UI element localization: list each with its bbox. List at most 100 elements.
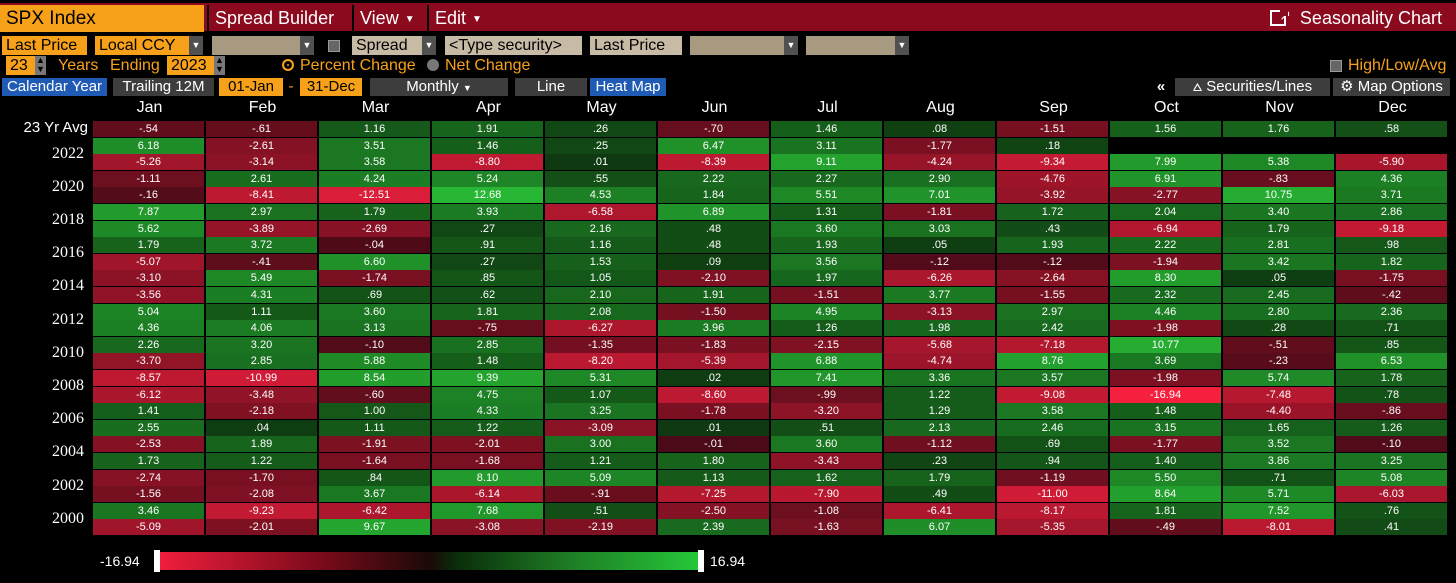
heatmap-cell[interactable]: -1.75: [1336, 270, 1447, 287]
heatmap-cell[interactable]: 10.75: [1223, 187, 1334, 204]
heatmap-cell[interactable]: 2.85: [432, 336, 543, 353]
heatmap-cell[interactable]: 4.33: [432, 403, 543, 420]
heatmap-cell[interactable]: 7.87: [93, 204, 204, 220]
heatmap-cell[interactable]: -8.01: [1223, 519, 1334, 536]
heatmap-cell[interactable]: 3.51: [319, 137, 430, 154]
heatmap-cell[interactable]: 2.36: [1336, 303, 1447, 320]
heatmap-cell[interactable]: 6.47: [658, 137, 769, 154]
heatmap-cell[interactable]: 1.79: [93, 237, 204, 254]
heatmap-cell[interactable]: -.75: [432, 320, 543, 337]
heatmap-cell[interactable]: 5.88: [319, 353, 430, 370]
tab-calendar-year[interactable]: Calendar Year: [2, 78, 107, 96]
heatmap-cell[interactable]: -.41: [206, 253, 317, 270]
heatmap-cell[interactable]: -9.08: [997, 386, 1108, 403]
heatmap-cell[interactable]: 7.41: [771, 370, 882, 386]
heatmap-cell[interactable]: -1.19: [997, 469, 1108, 486]
heatmap-cell[interactable]: 2.46: [997, 419, 1108, 436]
heatmap-cell[interactable]: 3.25: [1336, 453, 1447, 469]
heatmap-cell[interactable]: 3.77: [884, 287, 995, 303]
heatmap-cell[interactable]: 5.38: [1223, 154, 1334, 171]
heatmap-cell[interactable]: -1.35: [545, 336, 656, 353]
heatmap-cell[interactable]: -2.77: [1110, 187, 1221, 204]
heatmap-cell[interactable]: 2.81: [1223, 237, 1334, 254]
heatmap-cell[interactable]: -1.64: [319, 453, 430, 469]
heatmap-cell[interactable]: -1.91: [319, 436, 430, 453]
heatmap-cell[interactable]: .76: [1336, 502, 1447, 519]
heatmap-cell[interactable]: -1.51: [771, 287, 882, 303]
heatmap-cell[interactable]: 1.93: [771, 237, 882, 254]
heatmap-cell[interactable]: 7.99: [1110, 154, 1221, 171]
heatmap-cell[interactable]: -.01: [658, 436, 769, 453]
heatmap-cell[interactable]: 3.00: [545, 436, 656, 453]
heatmap-cell[interactable]: 6.18: [93, 137, 204, 154]
heatmap-cell[interactable]: 8.64: [1110, 486, 1221, 503]
heatmap-cell[interactable]: 5.74: [1223, 370, 1334, 386]
heatmap-cell[interactable]: 2.86: [1336, 204, 1447, 220]
heatmap-cell[interactable]: -6.27: [545, 320, 656, 337]
heatmap-cell[interactable]: -.70: [658, 121, 769, 137]
heatmap-cell[interactable]: 1.48: [1110, 403, 1221, 420]
heatmap-cell[interactable]: .48: [658, 220, 769, 237]
heatmap-cell[interactable]: -2.53: [93, 436, 204, 453]
heatmap-cell[interactable]: 2.39: [658, 519, 769, 536]
heatmap-cell[interactable]: 2.85: [206, 353, 317, 370]
heatmap-cell[interactable]: -3.43: [771, 453, 882, 469]
heatmap-cell[interactable]: 1.73: [93, 453, 204, 469]
heatmap-cell[interactable]: -1.77: [1110, 436, 1221, 453]
heatmap-cell[interactable]: 3.58: [997, 403, 1108, 420]
heatmap-cell[interactable]: .48: [658, 237, 769, 254]
scale-min-handle[interactable]: [154, 550, 160, 572]
heatmap-cell[interactable]: -3.08: [432, 519, 543, 536]
heatmap-cell[interactable]: 1.46: [771, 121, 882, 137]
heatmap-cell[interactable]: .05: [1223, 270, 1334, 287]
heatmap-cell[interactable]: .28: [1223, 320, 1334, 337]
heatmap-cell[interactable]: -8.17: [997, 502, 1108, 519]
heatmap-cell[interactable]: 3.42: [1223, 253, 1334, 270]
heatmap-cell[interactable]: 1.31: [771, 204, 882, 220]
heatmap-cell[interactable]: 1.21: [545, 453, 656, 469]
heatmap-cell[interactable]: 6.53: [1336, 353, 1447, 370]
heatmap-cell[interactable]: -4.24: [884, 154, 995, 171]
heatmap-cell[interactable]: .27: [432, 220, 543, 237]
heatmap-cell[interactable]: -7.90: [771, 486, 882, 503]
heatmap-cell[interactable]: -1.74: [319, 270, 430, 287]
heatmap-cell[interactable]: 3.40: [1223, 204, 1334, 220]
from-date-input[interactable]: 01-Jan: [219, 78, 283, 96]
heatmap-cell[interactable]: 5.31: [545, 370, 656, 386]
heatmap-cell[interactable]: -.60: [319, 386, 430, 403]
heatmap-cell[interactable]: 1.56: [1110, 121, 1221, 137]
heatmap-cell[interactable]: .02: [658, 370, 769, 386]
heatmap-cell[interactable]: -3.10: [93, 270, 204, 287]
heatmap-cell[interactable]: 2.80: [1223, 303, 1334, 320]
heatmap-cell[interactable]: 2.22: [658, 170, 769, 187]
heatmap-cell[interactable]: 10.77: [1110, 336, 1221, 353]
heatmap-cell[interactable]: 2.90: [884, 170, 995, 187]
stepper-arrows-icon[interactable]: ▲ ▼: [35, 55, 46, 75]
heatmap-cell[interactable]: -2.74: [93, 469, 204, 486]
heatmap-cell[interactable]: 6.07: [884, 519, 995, 536]
heatmap-cell[interactable]: 4.53: [545, 187, 656, 204]
heatmap-cell[interactable]: 3.86: [1223, 453, 1334, 469]
heatmap-cell[interactable]: -.49: [1110, 519, 1221, 536]
heatmap-cell[interactable]: 5.62: [93, 220, 204, 237]
heatmap-cell[interactable]: 1.48: [432, 353, 543, 370]
heatmap-cell[interactable]: 4.46: [1110, 303, 1221, 320]
heatmap-cell[interactable]: 5.51: [771, 187, 882, 204]
heatmap-cell[interactable]: 6.91: [1110, 170, 1221, 187]
heatmap-cell[interactable]: 7.68: [432, 502, 543, 519]
heatmap-cell[interactable]: 2.61: [206, 170, 317, 187]
heatmap-cell[interactable]: 2.97: [997, 303, 1108, 320]
heatmap-cell[interactable]: -8.39: [658, 154, 769, 171]
heatmap-cell[interactable]: -9.18: [1336, 220, 1447, 237]
heatmap-cell[interactable]: 4.24: [319, 170, 430, 187]
heatmap-cell[interactable]: 1.53: [545, 253, 656, 270]
heatmap-cell[interactable]: 5.24: [432, 170, 543, 187]
heatmap-cell[interactable]: 2.16: [545, 220, 656, 237]
heatmap-cell[interactable]: 3.60: [771, 220, 882, 237]
heatmap-cell[interactable]: 1.98: [884, 320, 995, 337]
heatmap-cell[interactable]: 3.72: [206, 237, 317, 254]
heatmap-cell[interactable]: .26: [545, 121, 656, 137]
price-field-select[interactable]: Last Price: [2, 36, 87, 55]
heatmap-cell[interactable]: -1.08: [771, 502, 882, 519]
tab-heat-map[interactable]: Heat Map: [590, 78, 666, 96]
